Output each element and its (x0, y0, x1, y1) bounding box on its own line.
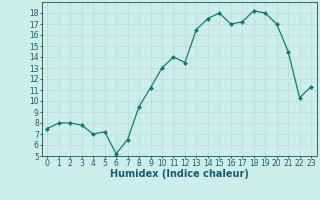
X-axis label: Humidex (Indice chaleur): Humidex (Indice chaleur) (110, 169, 249, 179)
